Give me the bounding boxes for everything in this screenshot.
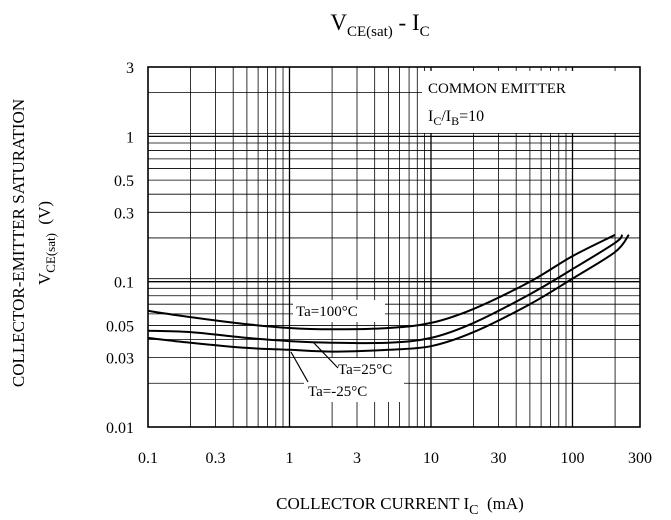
y-tick-label: 0.5 [114, 173, 134, 190]
series-line-0 [147, 233, 616, 331]
series-line-2 [147, 234, 630, 353]
x-tick-label: 30 [491, 450, 507, 467]
x-axis-label: COLLECTOR CURRENT IC (mA) [276, 494, 524, 518]
series-label-ta-25: Ta=-25°C [308, 384, 367, 400]
x-tick-label: 3 [353, 450, 361, 467]
x-tick-label: 300 [628, 450, 652, 467]
x-tick-label: 0.1 [138, 450, 158, 467]
annotation-line1: COMMON EMITTER [428, 81, 566, 97]
label-bg-m25 [304, 380, 404, 402]
series-label-backgrounds [293, 300, 406, 402]
y-tick-label: 0.01 [106, 420, 134, 437]
x-tick-label: 10 [423, 450, 439, 467]
y-tick-label: 3 [126, 60, 134, 77]
x-tick-label: 1 [285, 450, 293, 467]
y-tick-label: 0.3 [114, 205, 134, 222]
label-bg-25 [308, 358, 406, 380]
x-tick-label: 100 [560, 450, 584, 467]
y-axis-label-line2: VCE(sat) (V) [35, 201, 58, 285]
series-line-1 [147, 234, 624, 345]
y-tick-label: 0.05 [106, 318, 134, 335]
series-lines [147, 233, 630, 353]
chart-title: VCE(sat) - IC [330, 10, 429, 40]
leader-line-25 [312, 341, 339, 369]
x-tick-label: 0.3 [206, 450, 226, 467]
annotation-box-bg [422, 71, 640, 133]
y-tick-label: 0.03 [106, 351, 134, 368]
label-bg-100 [293, 300, 385, 322]
annotation-line2: IC/IB=10 [428, 108, 484, 128]
series-label-ta100: Ta=100°C [296, 304, 358, 320]
annotation-box: COMMON EMITTER IC/IB=10 [422, 71, 640, 133]
y-axis-label-line1: COLLECTOR-EMITTER SATURATION [9, 99, 28, 387]
series-label-ta25: Ta=25°C [338, 362, 392, 378]
plot-frame [147, 66, 641, 428]
leader-line-m25 [290, 351, 309, 383]
tick-labels: 0.1 0.3 1 3 10 30 100 300 0.01 0.03 0.05 0.1 0.3 0.5 1… [106, 60, 652, 467]
y-tick-label: 1 [126, 129, 134, 146]
y-tick-label: 0.1 [114, 275, 134, 292]
